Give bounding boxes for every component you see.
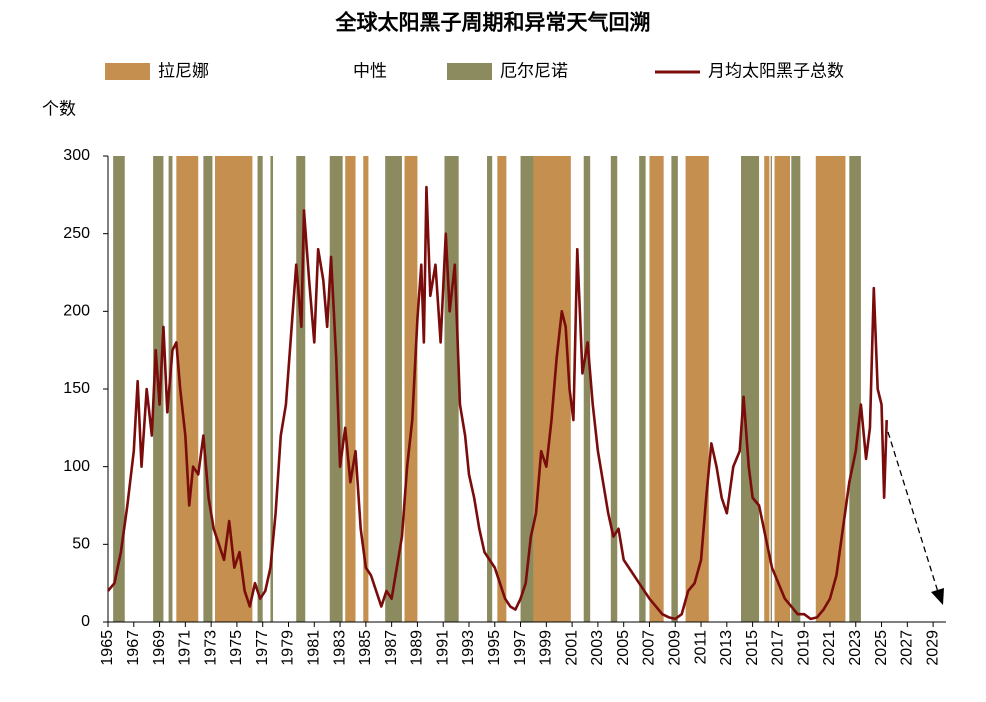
band (345, 156, 356, 622)
x-tick-label: 1975 (228, 630, 245, 666)
band (113, 156, 125, 622)
x-tick-label: 1999 (538, 630, 555, 666)
lines (106, 185, 888, 621)
band (363, 156, 369, 622)
data-line (106, 185, 888, 621)
legend-swatch (105, 63, 150, 80)
y-tick-label: 50 (72, 536, 90, 553)
band (770, 156, 772, 622)
x-tick-label: 2023 (847, 630, 864, 666)
axes: 0 50 100 150 200 250 300 1965 1967 1969 1971 1973 19… (63, 147, 946, 666)
y-axis-label: 个数 (42, 99, 76, 118)
x-tick-label: 1977 (254, 630, 271, 666)
band (791, 156, 801, 622)
legend-label: 厄尔尼诺 (500, 61, 568, 80)
x-tick-label: 2005 (615, 630, 632, 666)
band (815, 156, 846, 622)
x-tick-label: 1997 (512, 630, 529, 666)
legend-label: 中性 (353, 61, 387, 80)
legend-swatch (300, 63, 345, 80)
band (774, 156, 791, 622)
y-tick-label: 300 (63, 147, 90, 164)
x-tick-label: 1989 (409, 630, 426, 666)
band (685, 156, 709, 622)
x-tick-label: 1981 (305, 630, 322, 666)
band (583, 156, 591, 622)
x-tick-label: 2021 (821, 630, 838, 666)
x-tick-label: 1967 (125, 630, 142, 666)
band (497, 156, 507, 622)
x-tick-label: 2009 (666, 630, 683, 666)
legend: 拉尼娜 中性 厄尔尼诺 月均太阳黑子总数 (105, 61, 844, 80)
trend-arrow (887, 431, 939, 593)
y-tick-label: 250 (63, 225, 90, 242)
x-tick-label: 2027 (899, 630, 916, 666)
x-tick-label: 2003 (589, 630, 606, 666)
band (215, 156, 253, 622)
x-tick-label: 2029 (924, 630, 941, 666)
x-tick-label: 1985 (357, 630, 374, 666)
band (649, 156, 664, 622)
x-tick-label: 2011 (692, 630, 709, 665)
x-tick-label: 1987 (383, 630, 400, 666)
band (203, 156, 213, 622)
legend-label: 拉尼娜 (158, 61, 209, 80)
x-tick-label: 2019 (795, 630, 812, 666)
y-tick-label: 0 (81, 613, 90, 630)
band (404, 156, 418, 622)
x-tick-label: 2013 (718, 630, 735, 666)
x-tick-label: 1993 (460, 630, 477, 666)
band (764, 156, 770, 622)
y-tick-label: 100 (63, 458, 90, 475)
band (444, 156, 459, 622)
band (296, 156, 306, 622)
band (610, 156, 618, 622)
band (257, 156, 263, 622)
chart-title: 全球太阳黑子周期和异常天气回溯 (335, 11, 651, 35)
x-tick-label: 1969 (151, 630, 168, 666)
band (741, 156, 760, 622)
x-tick-label: 1991 (434, 630, 451, 666)
arrow-head (931, 588, 944, 605)
band (176, 156, 199, 622)
legend-label: 月均太阳黑子总数 (708, 61, 844, 80)
y-tick-label: 150 (63, 380, 90, 397)
x-tick-label: 1983 (331, 630, 348, 666)
band (487, 156, 493, 622)
x-tick-label: 2025 (873, 630, 890, 666)
legend-swatch (447, 63, 492, 80)
x-tick-label: 2015 (744, 630, 761, 666)
x-tick-label: 2007 (641, 630, 658, 666)
y-tick-label: 200 (63, 303, 90, 320)
band (385, 156, 402, 622)
x-tick-label: 1973 (202, 630, 219, 666)
x-tick-label: 1971 (177, 630, 194, 666)
band (671, 156, 678, 622)
x-tick-label: 1965 (99, 630, 116, 666)
bands (113, 156, 861, 622)
x-tick-label: 2017 (770, 630, 787, 666)
x-tick-label: 1979 (280, 630, 297, 666)
band (849, 156, 861, 622)
band (533, 156, 571, 622)
band (270, 156, 274, 622)
band (520, 156, 534, 622)
x-tick-label: 2001 (563, 630, 580, 666)
x-tick-label: 1995 (486, 630, 503, 666)
band (639, 156, 646, 622)
